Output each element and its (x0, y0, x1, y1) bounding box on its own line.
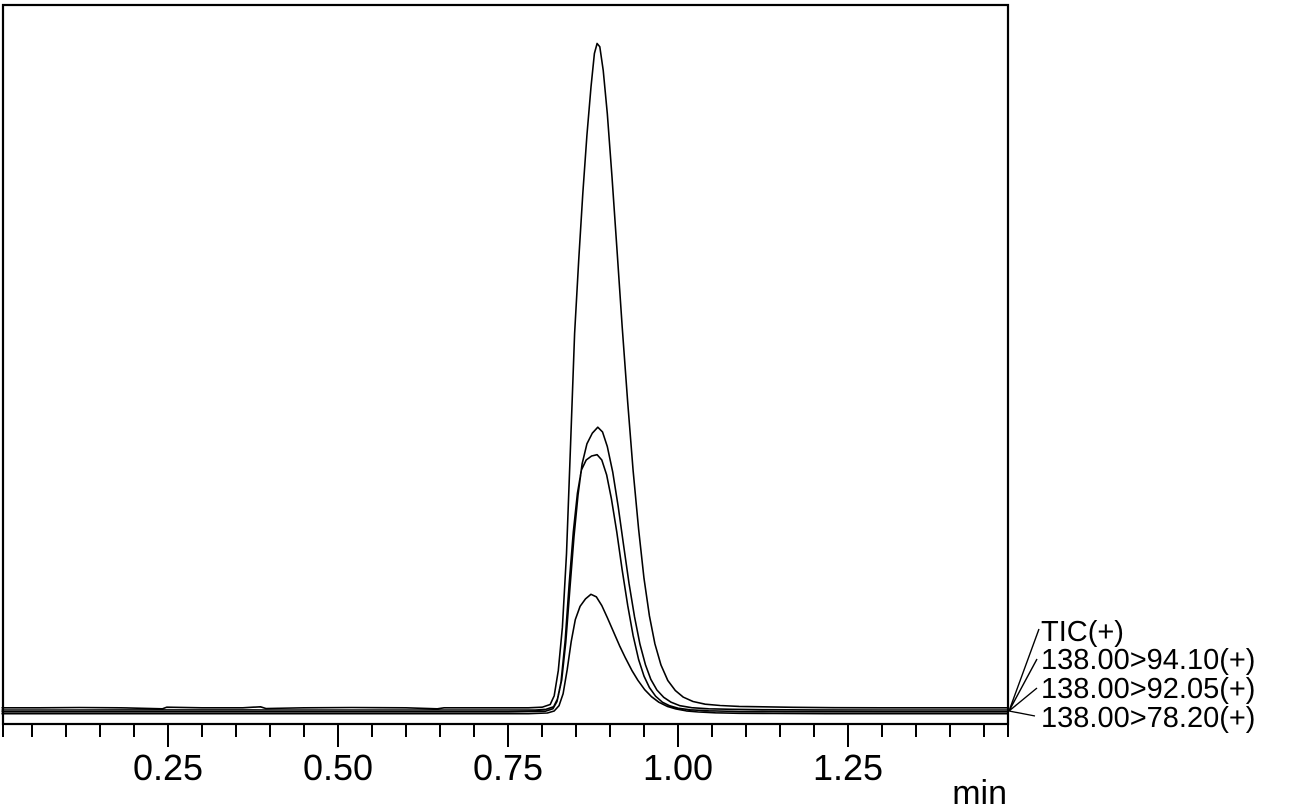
peak-label-mrm-138-94: 138.00>94.10(+) (1041, 644, 1255, 676)
trace-tic (1, 42, 1009, 710)
trace-mrm-138-78 (1, 593, 1009, 715)
peak-label-mrm-138-78: 138.00>78.20(+) (1041, 702, 1255, 734)
peak-labels: TIC(+)138.00>94.10(+)138.00>92.05(+)138.… (1041, 616, 1255, 734)
x-axis-tick-labels: 0.25 0.50 0.75 1.00 1.25 (133, 747, 883, 788)
x-axis-tick-label-0.25: 0.25 (133, 747, 203, 788)
leader-line-tic (1008, 628, 1040, 712)
x-axis-unit-label: min (952, 774, 1007, 808)
plot-border (1, 3, 1010, 726)
peak-label-tic: TIC(+) (1041, 616, 1124, 648)
leader-line-mrm-138-92 (1008, 687, 1038, 712)
x-axis-tick-label-0.50: 0.50 (303, 747, 373, 788)
peak-label-leader-lines (1008, 628, 1040, 717)
peak-label-mrm-138-92: 138.00>92.05(+) (1041, 673, 1255, 705)
leader-line-mrm-138-78 (1008, 710, 1036, 717)
trace-mrm-138-92 (1, 453, 1009, 713)
trace-mrm-138-94 (1, 426, 1009, 711)
x-axis-ticks (2, 725, 1009, 747)
x-axis-tick-label-1.25: 1.25 (813, 747, 883, 788)
leader-line-mrm-138-94 (1008, 658, 1038, 712)
x-axis-tick-label-0.75: 0.75 (473, 747, 543, 788)
chromatogram-traces (1, 42, 1009, 715)
x-axis-tick-label-1.00: 1.00 (643, 747, 713, 788)
